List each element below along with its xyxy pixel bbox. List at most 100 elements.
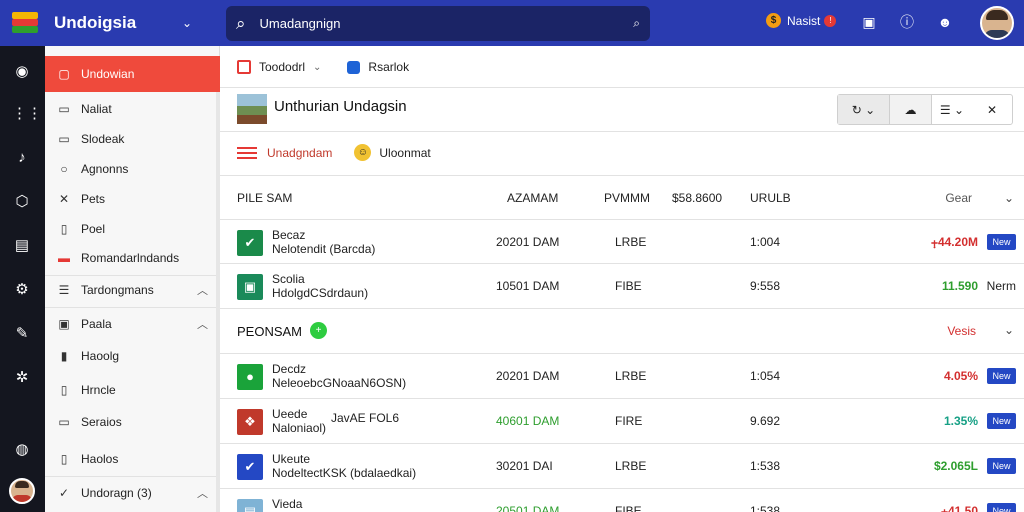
sidebar-item-5[interactable]: ▯ Poel — [45, 214, 220, 244]
brand-name[interactable]: Undoigsia — [54, 13, 137, 32]
top-bar: Undoigsia ⌄ ⌕ Umadangnign ⌕ $ Nasist ! ▣… — [0, 0, 1024, 46]
search-bar[interactable]: ⌕ Umadangnign ⌕ — [226, 6, 650, 41]
theme-button[interactable]: ☁ — [890, 95, 932, 124]
refresh-button[interactable]: ↻ ⌄ — [838, 95, 890, 124]
table-row[interactable]: ▣ Scolia HdolgdCSdrdaun) 10501 DAM FIBE … — [220, 264, 1024, 308]
row-status: Nerm — [986, 279, 1016, 293]
sidebar-item-label: Undoragn (3) — [81, 486, 152, 500]
breadcrumb: Toododrl ⌄ Rsarlok — [237, 60, 409, 74]
user-group-icon[interactable]: ☻ — [937, 14, 953, 30]
group-header[interactable]: PEONSAM + Vesis ⌄ — [220, 309, 1024, 353]
folder-icon — [237, 60, 251, 74]
row-tag-button[interactable]: New — [987, 413, 1016, 429]
sidebar-item-10[interactable]: ▯ Hrncle — [45, 375, 220, 405]
column-header[interactable]: $58.8600 — [672, 191, 723, 205]
sidebar-item-13[interactable]: ✓ Undoragn (3) ︿ — [45, 478, 220, 508]
sidebar-item-11[interactable]: ▭ Seraios — [45, 407, 220, 437]
rail-avatar[interactable] — [9, 478, 35, 504]
sidebar-item-3[interactable]: ○ Agnonns — [45, 154, 220, 184]
main-panel: Toododrl ⌄ Rsarlok Unthurian Undagsin ↻ … — [220, 46, 1024, 512]
brand-logo-icon[interactable] — [12, 12, 38, 34]
row-type: FIBE — [615, 504, 642, 512]
search-input[interactable]: Umadangnign — [259, 16, 341, 31]
table-row[interactable]: ❖ Ueede Naloniaol) JavAE FOL6 40601 DAM … — [220, 399, 1024, 443]
gear-icon[interactable]: ✲ — [15, 369, 29, 386]
list-icon — [237, 146, 257, 159]
sidebar-item-9[interactable]: ▮ Haoolg — [45, 341, 220, 371]
cloud-icon: ☁ — [904, 102, 917, 117]
chevron-up-icon[interactable]: ︿ — [197, 285, 208, 297]
sidebar-item-label: Hrncle — [81, 383, 116, 397]
row-time: 10501 DAM — [496, 279, 560, 293]
music-icon[interactable]: ♪ — [18, 149, 26, 166]
toolbar-segment: ↻ ⌄ ☁ ☰ ⌄ ✕ — [837, 94, 1013, 125]
column-header[interactable]: AZAMAM — [507, 191, 559, 205]
search-icon: ⌕ — [236, 13, 246, 33]
sidebar-item-7[interactable]: ☰ Tardongmans ︿ — [45, 275, 220, 305]
chevron-up-icon[interactable]: ︿ — [197, 319, 208, 331]
chevron-down-icon[interactable]: ⌄ — [182, 16, 193, 30]
table-row[interactable]: ● Decdz NeleoebcGNoaaN6OSN) 20201 DAM LR… — [220, 354, 1024, 398]
tool-icon: ✕ — [58, 192, 70, 206]
info-icon[interactable]: ⓘ — [900, 14, 914, 30]
page-icon: ▯ — [60, 383, 68, 397]
brush-icon[interactable]: ✎ — [15, 325, 29, 342]
board-icon[interactable]: ▤ — [14, 237, 30, 254]
sidebar-item-6[interactable]: ▬ Romandarlndands — [45, 243, 220, 273]
breadcrumb-item[interactable]: Rsarlok — [368, 60, 410, 74]
sidebar-item-label: Seraios — [81, 415, 122, 429]
sidebar-item-label: Slodeak — [81, 132, 125, 146]
page-thumbnail — [237, 94, 267, 124]
sidebar-item-2[interactable]: ▭ Slodeak — [45, 124, 220, 154]
breadcrumb-item[interactable]: Toododrl — [259, 60, 306, 74]
row-tag-button[interactable]: New — [987, 234, 1016, 250]
row-type: FIBE — [615, 279, 642, 293]
row-time: 20501 DAM — [496, 504, 560, 512]
search-submit-icon[interactable]: ⌕ — [633, 16, 640, 30]
close-button[interactable]: ✕ — [972, 95, 1012, 124]
settings-icon[interactable]: ⚙ — [15, 281, 29, 298]
row-amount: $2.065L — [933, 459, 978, 473]
sidebar-item-12[interactable]: ▯ Haolos — [45, 444, 220, 474]
sidebar-item-0[interactable]: ▢ Undowian — [45, 56, 220, 92]
sidebar-scrollbar[interactable] — [216, 92, 220, 512]
row-tag-button[interactable]: New — [987, 503, 1016, 512]
dashboard-icon[interactable]: ◉ — [15, 63, 29, 80]
chevron-down-icon[interactable]: ⌄ — [1003, 191, 1014, 205]
column-header[interactable]: URULB — [750, 191, 791, 205]
column-header[interactable]: Gear — [945, 191, 972, 205]
row-tag-button[interactable]: New — [987, 368, 1016, 384]
filter-label[interactable]: Uloonmat — [379, 145, 431, 160]
box-icon: ▭ — [58, 415, 70, 429]
sidebar-item-4[interactable]: ✕ Pets — [45, 184, 220, 214]
menu-button[interactable]: ☰ ⌄ — [932, 95, 972, 124]
sidebar-item-1[interactable]: ▭ Naliat — [45, 94, 220, 124]
sidebar-item-8[interactable]: ▣ Paala ︿ — [45, 309, 220, 339]
add-icon[interactable]: + — [310, 322, 327, 339]
doc-icon: ▭ — [58, 132, 70, 146]
notification-area[interactable]: $ Nasist ! — [766, 13, 837, 28]
chevron-down-icon[interactable]: ⌄ — [313, 61, 322, 73]
chevron-up-icon[interactable]: ︿ — [197, 488, 208, 500]
column-header[interactable]: PILE SAM — [237, 191, 293, 205]
sidebar-item-label: Agnonns — [81, 162, 129, 176]
calendar-icon[interactable]: ▣ — [862, 14, 876, 30]
row-number: 1:004 — [750, 235, 781, 249]
filter-label[interactable]: Unadgndam — [267, 145, 333, 160]
table-row[interactable]: ▤ Vieda 20501 DAM FIBE 1:538 ⨥41.50 New — [220, 489, 1024, 512]
apps-grid-icon[interactable]: ⋮⋮ — [12, 105, 42, 122]
check-icon: ✓ — [58, 486, 70, 500]
shield-icon[interactable]: ⬡ — [15, 193, 29, 210]
column-header[interactable]: PVMMM — [604, 191, 650, 205]
table-icon: ▬ — [58, 251, 70, 265]
avatar[interactable] — [980, 6, 1014, 40]
refresh-icon: ↻ ⌄ — [851, 102, 876, 117]
chevron-down-icon[interactable]: ⌄ — [1003, 323, 1014, 337]
table-header: PILE SAM AZAMAM PVMMM $58.8600 URULB Gea… — [220, 176, 1024, 220]
palette-icon[interactable]: ◍ — [15, 441, 29, 458]
sidebar-item-label: Poel — [81, 222, 106, 236]
check-icon: ✔ — [237, 230, 263, 256]
table-row[interactable]: ✔ Becaz Nelotendit (Barcda) 20201 DAM LR… — [220, 220, 1024, 264]
table-row[interactable]: ✔ Ukeute NodeltectKSK (bdalaedkai) 30201… — [220, 444, 1024, 488]
row-tag-button[interactable]: New — [987, 458, 1016, 474]
